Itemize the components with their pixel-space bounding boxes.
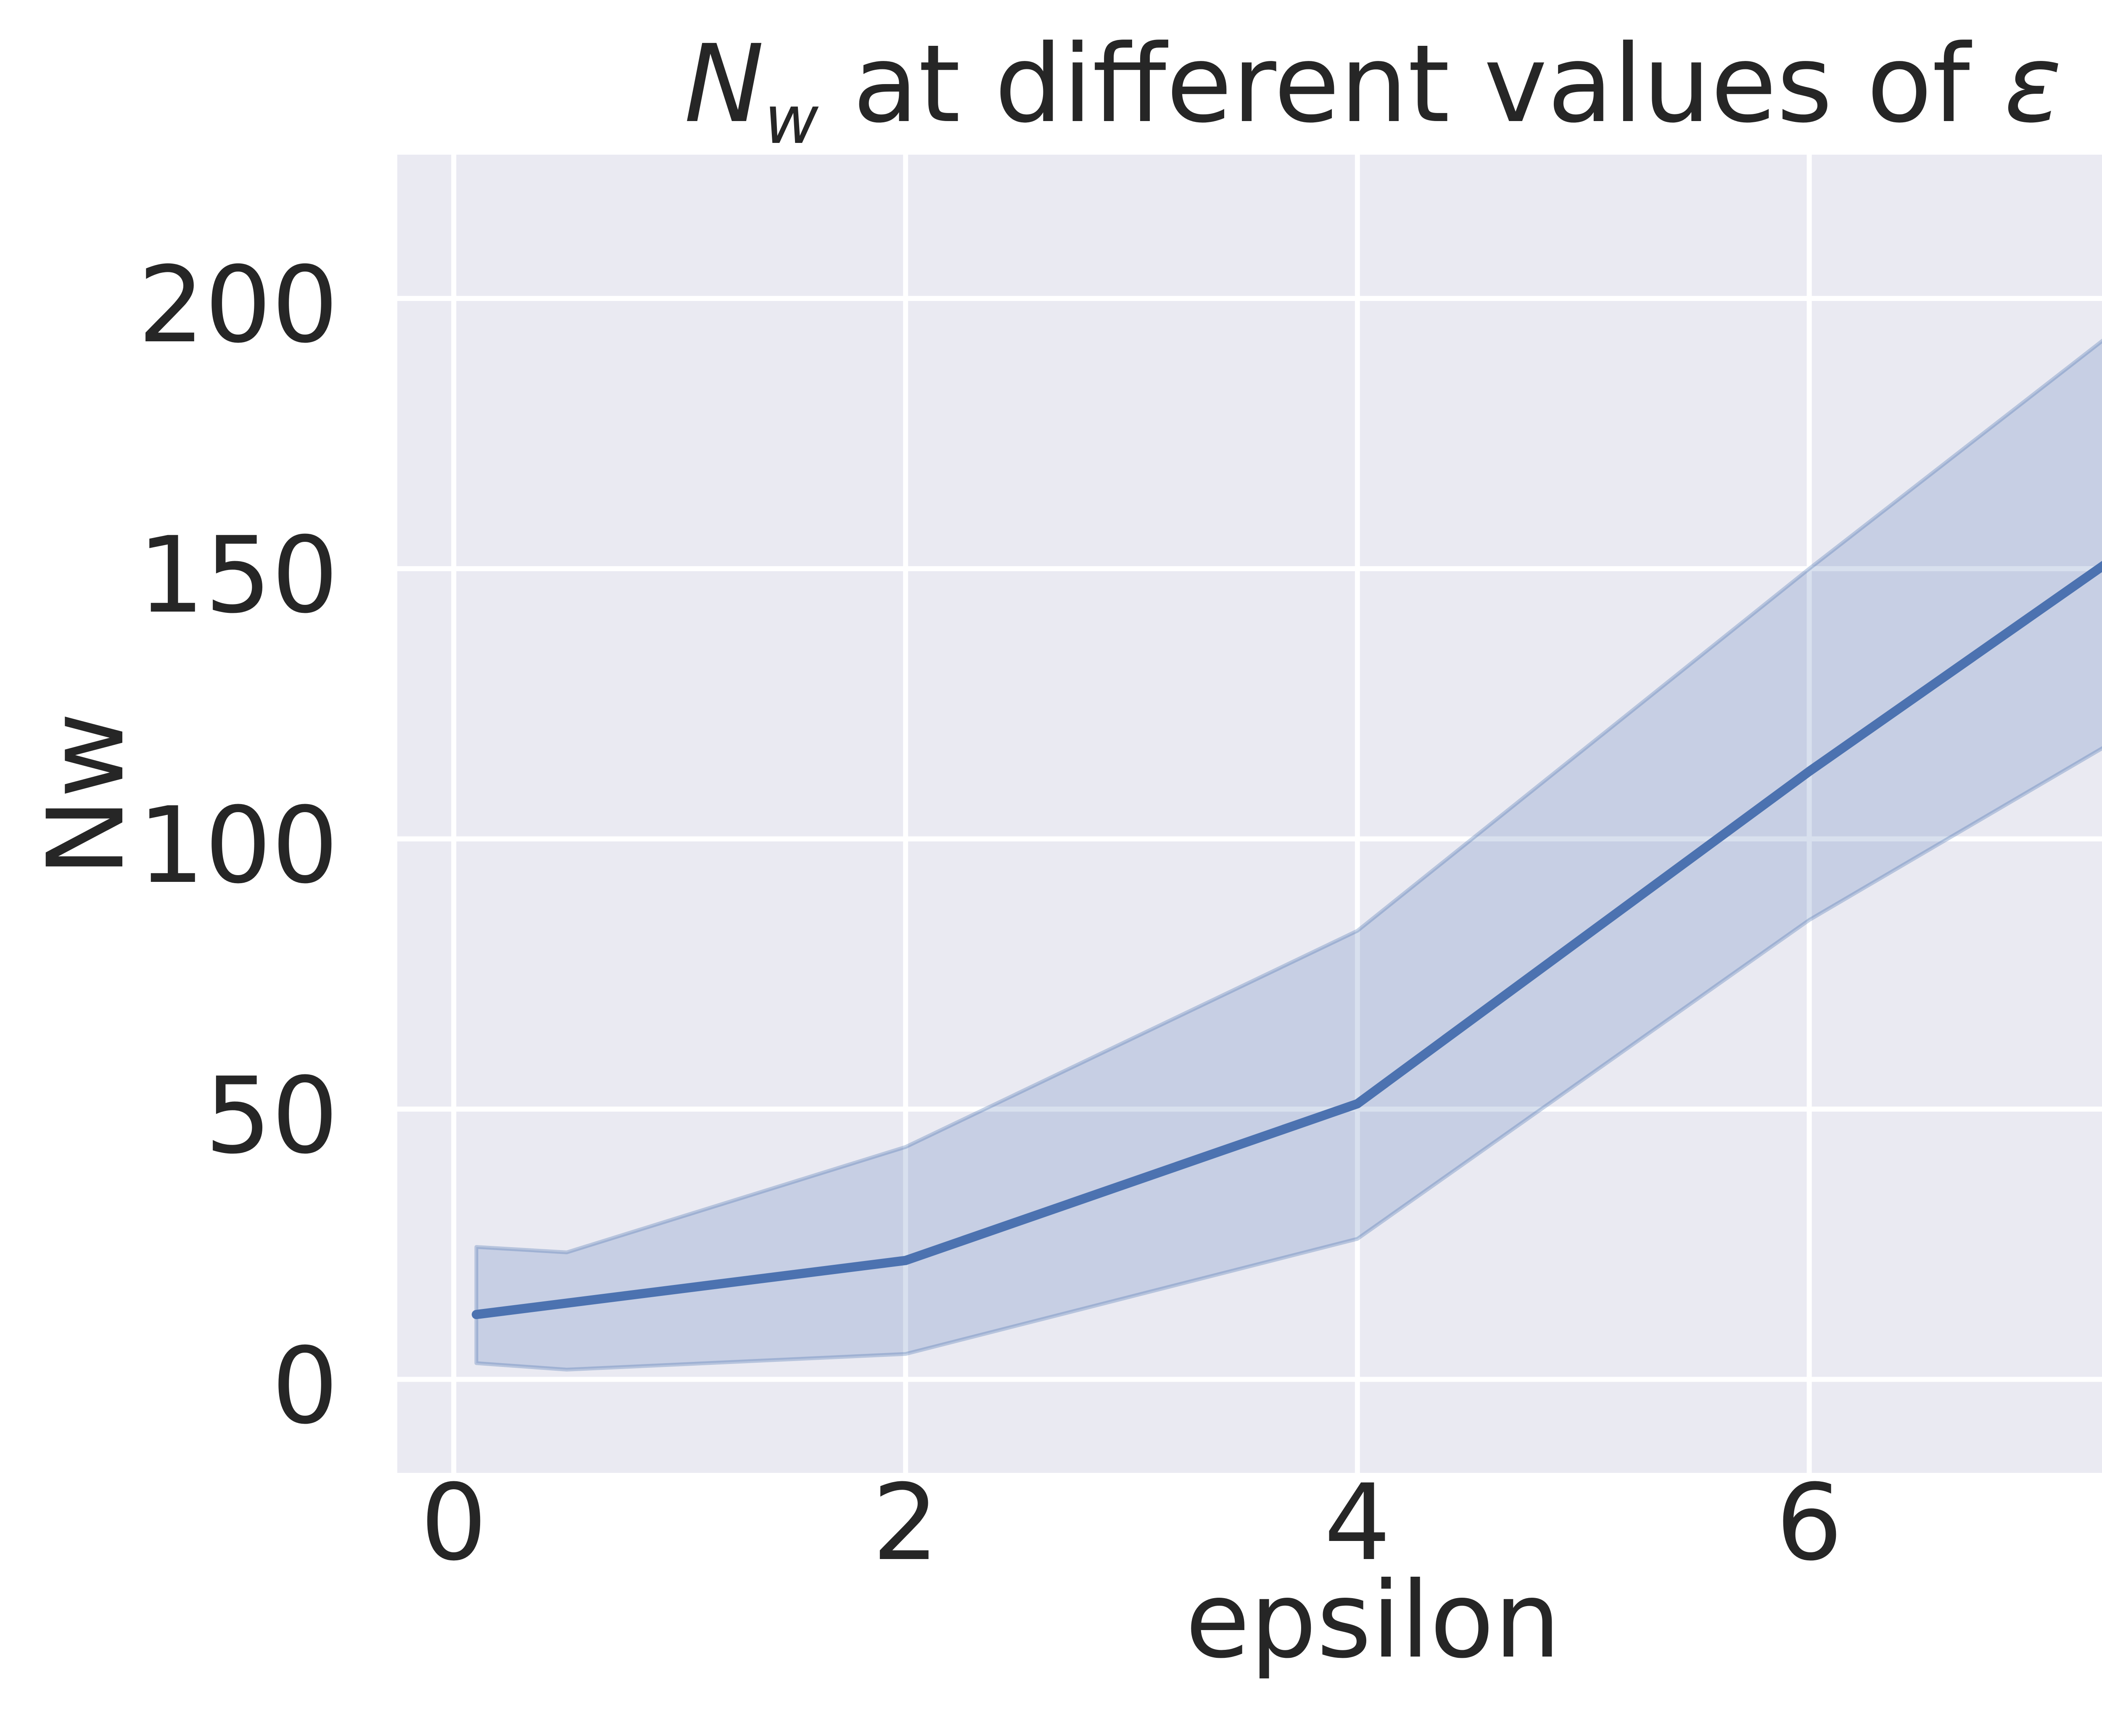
chart-title: Nw at different values of ε: [684, 31, 2062, 153]
x-tick-label: 0: [420, 1462, 487, 1584]
y-tick-label: 100: [137, 784, 338, 907]
y-tick-label: 0: [271, 1324, 338, 1447]
title-text: at different values of: [819, 22, 2004, 147]
y-tick-label: 200: [137, 244, 338, 366]
title-symbol: N: [684, 22, 764, 147]
y-tick-label: 150: [137, 514, 338, 636]
title-epsilon-symbol: ε: [2004, 22, 2062, 147]
plot-background: [397, 155, 2102, 1473]
y-axis-label: Nw: [25, 712, 147, 877]
y-tick-label: 50: [204, 1054, 338, 1177]
x-tick-label: 2: [872, 1462, 939, 1584]
mean-line: [472, 561, 2102, 1319]
title-subscript: w: [764, 82, 819, 159]
confidence-band: [474, 338, 2102, 1372]
x-tick-label: 4: [1324, 1462, 1391, 1584]
x-axis-label: epsilon: [1185, 1559, 1561, 1681]
x-tick-label: 6: [1776, 1462, 1843, 1584]
